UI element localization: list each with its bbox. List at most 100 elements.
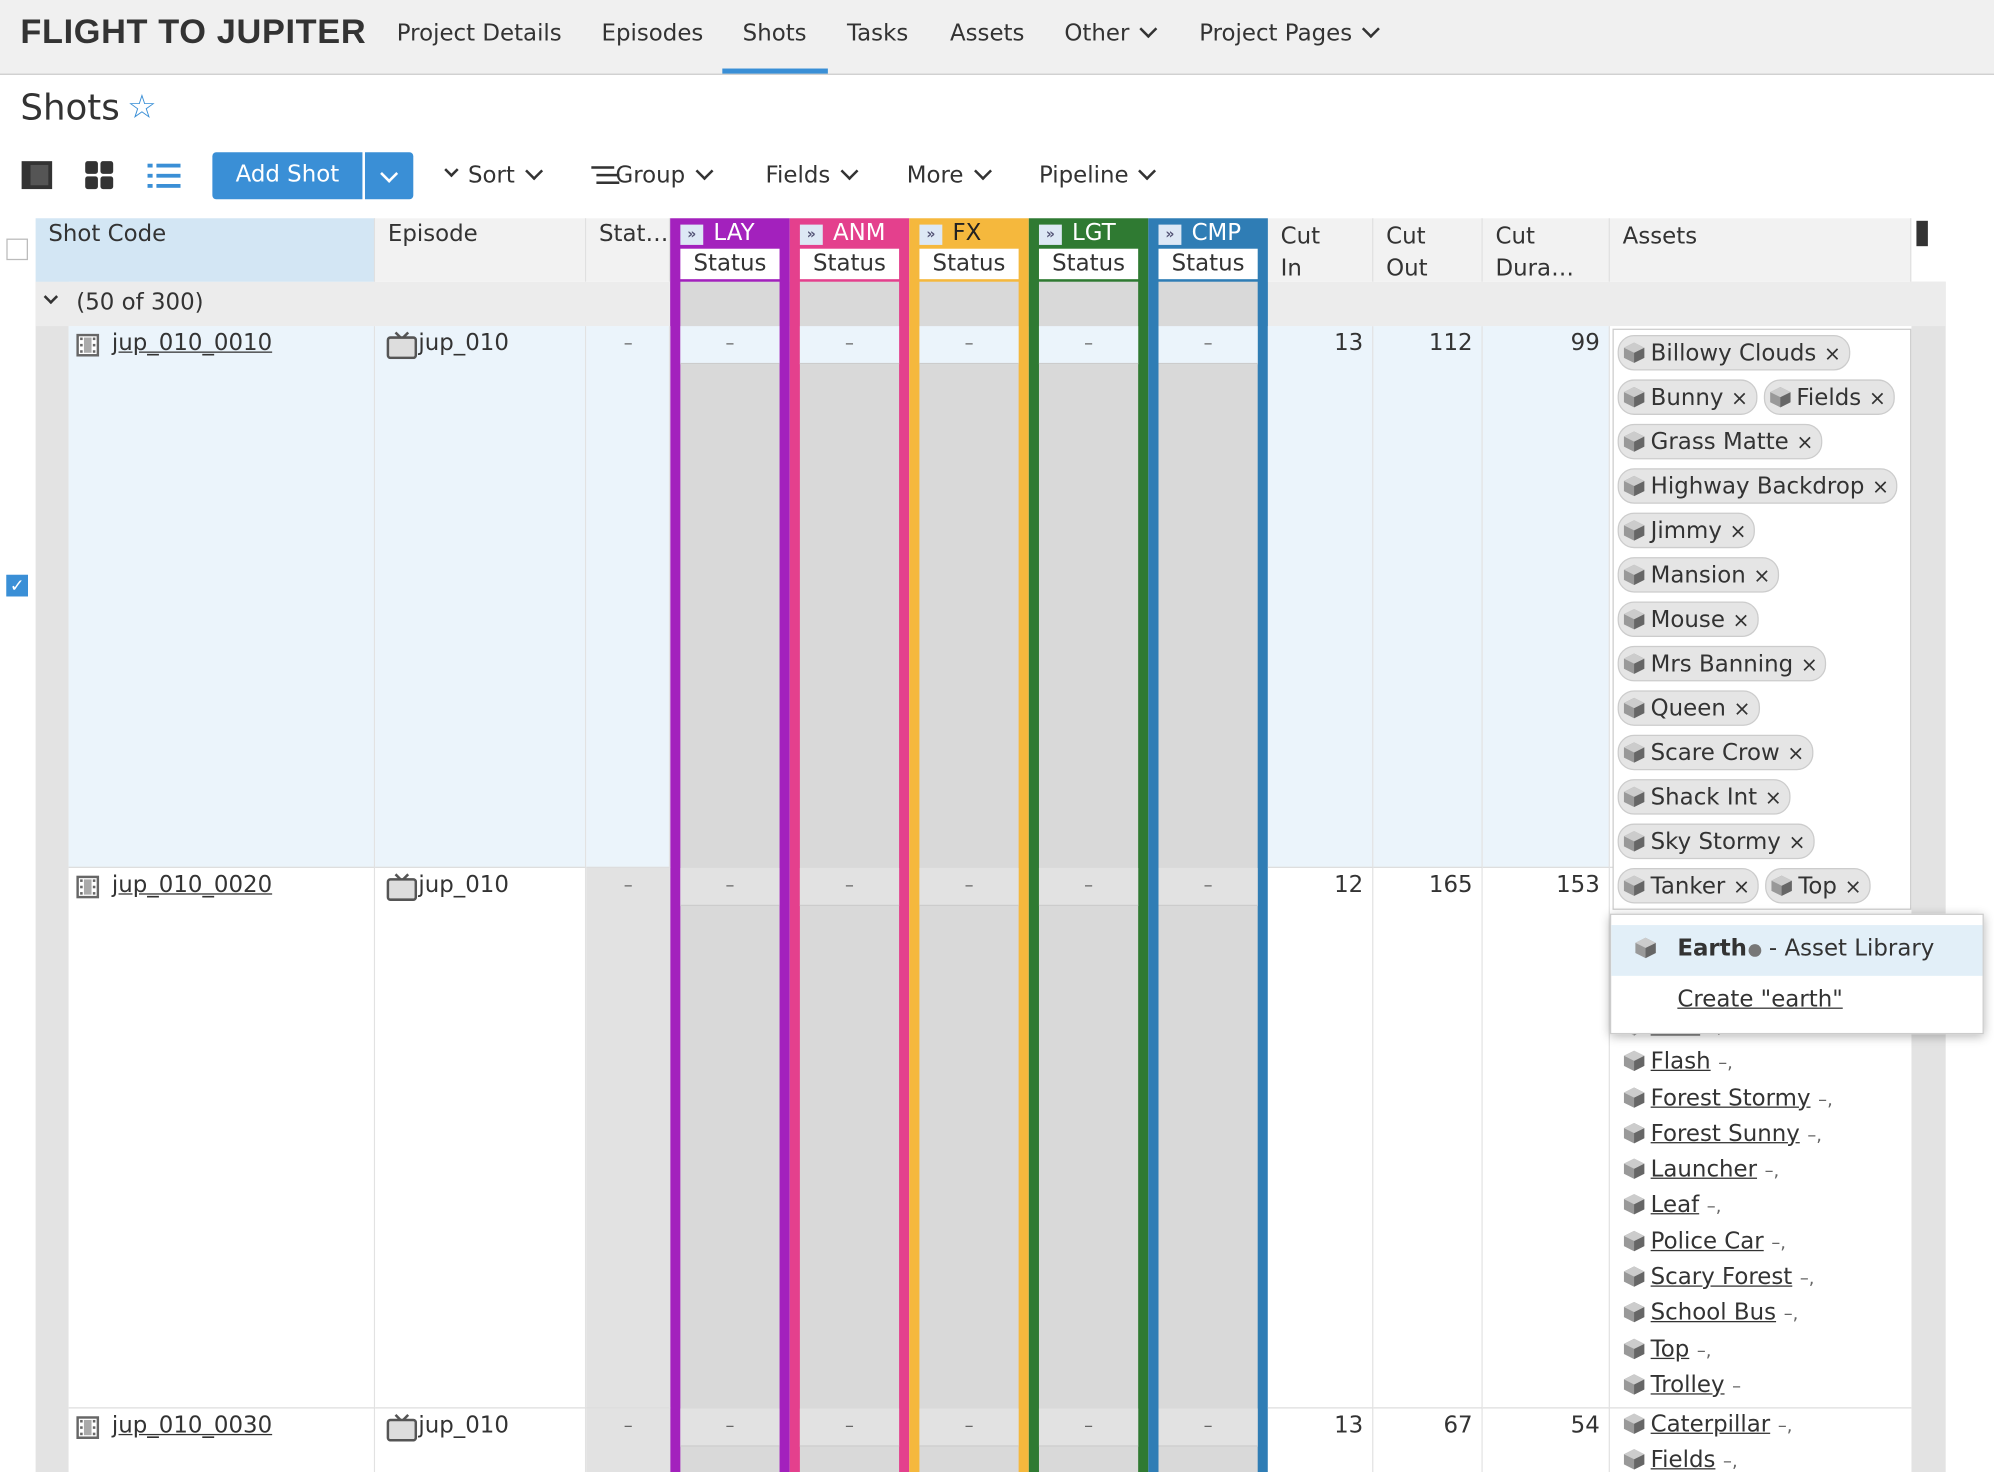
column-add-icon[interactable]: [1916, 220, 1928, 247]
asset-tag[interactable]: Mrs Banning ×: [1617, 645, 1827, 682]
autocomplete-option-bg[interactable]: [1611, 925, 1983, 976]
asset-link[interactable]: Launcher: [1650, 1156, 1758, 1183]
step-name[interactable]: FX: [952, 219, 982, 247]
toolbar-menu[interactable]: More: [907, 162, 992, 189]
step-status[interactable]: –: [845, 875, 854, 896]
option-source[interactable]: - Asset Library: [1768, 935, 1935, 962]
asset-tag[interactable]: Highway Backdrop ×: [1617, 468, 1898, 504]
step-sub-label[interactable]: Status: [932, 249, 1006, 277]
step-status[interactable]: –: [845, 333, 854, 355]
nav-item[interactable]: Tasks: [846, 20, 909, 47]
column-header-label[interactable]: Cut Dura…: [1495, 223, 1574, 282]
asset-tag[interactable]: Shack Int ×: [1617, 779, 1791, 815]
nav-item[interactable]: Project Pages: [1199, 20, 1381, 47]
toolbar-menu[interactable]: Pipeline: [1039, 162, 1157, 189]
episode[interactable]: jup_010: [418, 329, 509, 357]
asset-tag-remove[interactable]: ×: [1872, 473, 1890, 499]
nav-item[interactable]: Other: [1064, 20, 1158, 47]
step-sub-label[interactable]: Status: [813, 249, 886, 277]
step-status[interactable]: –: [964, 875, 974, 896]
step-status[interactable]: –: [1084, 1416, 1094, 1437]
step-sub-label[interactable]: Status: [693, 249, 767, 277]
view-detail[interactable]: [20, 160, 53, 190]
asset-tag-remove[interactable]: ×: [1753, 562, 1771, 587]
column-header-label[interactable]: Cut In: [1280, 223, 1321, 282]
episode[interactable]: jup_010: [418, 1412, 509, 1440]
asset-tag[interactable]: Scare Crow ×: [1617, 734, 1814, 771]
asset-tag-remove[interactable]: ×: [1729, 518, 1747, 543]
asset-tag[interactable]: Jimmy ×: [1617, 512, 1756, 549]
asset-tag-remove[interactable]: ×: [1800, 651, 1818, 676]
row-checkbox[interactable]: [6, 878, 28, 900]
project-title[interactable]: FLIGHT TO JUPITER: [20, 12, 367, 51]
column-header-label[interactable]: Episode: [387, 220, 478, 248]
toolbar-menu[interactable]: Fields: [766, 162, 859, 189]
asset-link[interactable]: Trolley: [1650, 1371, 1725, 1399]
asset-link[interactable]: Leaf: [1650, 1192, 1700, 1219]
asset-link[interactable]: Flash: [1650, 1048, 1711, 1076]
asset-tag-remove[interactable]: ×: [1731, 385, 1749, 410]
step-sub-label[interactable]: Status: [1171, 249, 1245, 277]
asset-tag[interactable]: Queen ×: [1617, 690, 1760, 726]
asset-tag[interactable]: Tanker ×: [1617, 867, 1759, 904]
select-all[interactable]: [6, 238, 28, 261]
step-name[interactable]: CMP: [1191, 219, 1242, 247]
column-header-label[interactable]: Cut Out: [1386, 223, 1428, 282]
shot-code[interactable]: jup_010_0030: [111, 1412, 273, 1440]
create-option[interactable]: Create "earth": [1677, 985, 1843, 1013]
toolbar-menu[interactable]: Group: [615, 162, 714, 189]
asset-tag-remove[interactable]: ×: [1732, 607, 1750, 632]
shot-code[interactable]: jup_010_0020: [111, 871, 273, 899]
asset-link[interactable]: Forest Stormy: [1650, 1084, 1811, 1112]
step-status[interactable]: –: [1203, 333, 1213, 355]
view-grid[interactable]: [84, 160, 115, 190]
nav-item[interactable]: Episodes: [601, 20, 704, 47]
nav-item[interactable]: Assets: [949, 20, 1025, 47]
step-status[interactable]: –: [964, 333, 974, 355]
step-status[interactable]: –: [1084, 333, 1094, 355]
row-checkbox[interactable]: [6, 1418, 28, 1441]
asset-tag[interactable]: Bunny ×: [1617, 379, 1758, 415]
step-status[interactable]: –: [725, 1416, 735, 1437]
asset-link[interactable]: Forest Sunny: [1650, 1120, 1800, 1148]
step-status[interactable]: –: [1203, 1416, 1213, 1437]
step-sub-label[interactable]: Status: [1052, 249, 1126, 277]
row-checkbox[interactable]: ✓: [6, 574, 28, 597]
step-status[interactable]: –: [725, 333, 735, 355]
asset-tag-remove[interactable]: ×: [1868, 385, 1886, 410]
step-name[interactable]: ANM: [832, 219, 886, 247]
step-status[interactable]: –: [1084, 875, 1094, 896]
asset-tag[interactable]: Mansion ×: [1617, 557, 1780, 593]
column-header-label[interactable]: Stat…: [598, 220, 669, 248]
asset-tag[interactable]: Grass Matte ×: [1617, 423, 1823, 460]
toolbar-menu[interactable]: Sort: [468, 162, 543, 189]
nav-item[interactable]: Project Details: [396, 20, 562, 47]
asset-tag-remove[interactable]: ×: [1787, 740, 1805, 765]
option-name[interactable]: Earth: [1677, 935, 1747, 962]
asset-tag-remove[interactable]: ×: [1764, 784, 1782, 809]
asset-link[interactable]: School Bus: [1650, 1299, 1777, 1327]
asset-tag[interactable]: Sky Stormy ×: [1617, 823, 1815, 860]
asset-link[interactable]: Police Car: [1650, 1228, 1764, 1255]
shot-code[interactable]: jup_010_0010: [111, 329, 273, 357]
asset-tag-remove[interactable]: ×: [1788, 829, 1806, 854]
asset-tag-remove[interactable]: ×: [1823, 340, 1841, 365]
asset-link[interactable]: Top: [1650, 1335, 1690, 1363]
view-list[interactable]: [147, 162, 181, 190]
asset-tag[interactable]: Fields ×: [1763, 379, 1895, 415]
add-dropdown[interactable]: [364, 152, 414, 200]
asset-tag-remove[interactable]: ×: [1796, 429, 1814, 454]
asset-link[interactable]: Caterpillar: [1650, 1411, 1771, 1438]
asset-tag-remove[interactable]: ×: [1733, 696, 1751, 721]
step-name[interactable]: LGT: [1072, 219, 1116, 247]
asset-tag-remove[interactable]: ×: [1732, 873, 1750, 898]
asset-tag[interactable]: Billowy Clouds ×: [1617, 335, 1850, 371]
nav-item[interactable]: Shots: [742, 20, 807, 47]
asset-tag-remove[interactable]: ×: [1844, 873, 1862, 898]
asset-link[interactable]: Fields: [1650, 1446, 1716, 1472]
add-button[interactable]: [212, 152, 363, 200]
asset-editor[interactable]: Billowy Clouds × Bunny × Fields × Grass Matte ×…: [1612, 328, 1912, 939]
asset-link[interactable]: Scary Forest: [1650, 1263, 1793, 1291]
column-header-label[interactable]: Shot Code: [48, 220, 167, 248]
asset-tag[interactable]: Mouse ×: [1617, 601, 1759, 638]
